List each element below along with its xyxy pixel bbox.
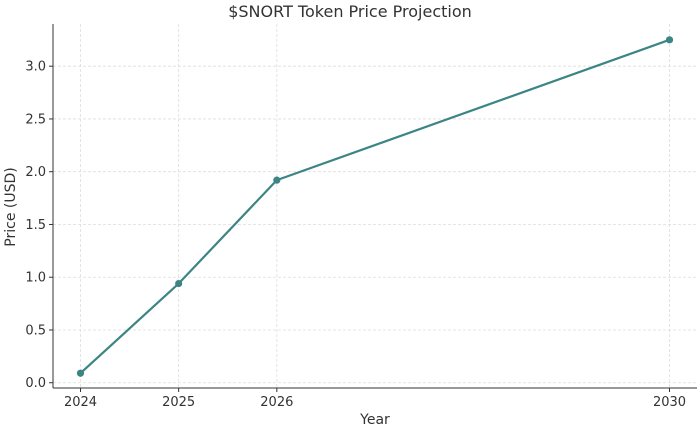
- y-tick-label: 1.0: [25, 271, 46, 286]
- y-tick-label: 0.0: [25, 376, 46, 391]
- series-line: [79, 38, 670, 375]
- x-tick-label: 2026: [260, 395, 293, 410]
- x-tick-label: 2024: [64, 395, 97, 410]
- data-point: [175, 279, 183, 288]
- data-point: [665, 36, 674, 44]
- x-tick-label: 2025: [162, 395, 195, 410]
- data-point: [76, 369, 85, 377]
- x-tick-label: 2030: [653, 395, 686, 410]
- x-axis-label: Year: [359, 412, 390, 428]
- y-tick-label: 0.5: [25, 323, 46, 338]
- y-tick-label: 2.0: [25, 165, 46, 180]
- y-tick-label: 1.5: [25, 218, 46, 233]
- data-point: [273, 176, 281, 184]
- grid: [53, 24, 697, 388]
- y-tick-label: 2.5: [25, 112, 46, 127]
- chart-title: $SNORT Token Price Projection: [228, 2, 472, 21]
- series: [76, 36, 674, 377]
- y-tick-label: 3.0: [25, 60, 46, 75]
- y-axis-label: Price (USD): [3, 167, 19, 246]
- ticks: 0.0 0.5 1.0 1.5 2.0 2.5 3.0 2024 2025 2026 2030: [25, 60, 686, 410]
- axes: [52, 24, 697, 389]
